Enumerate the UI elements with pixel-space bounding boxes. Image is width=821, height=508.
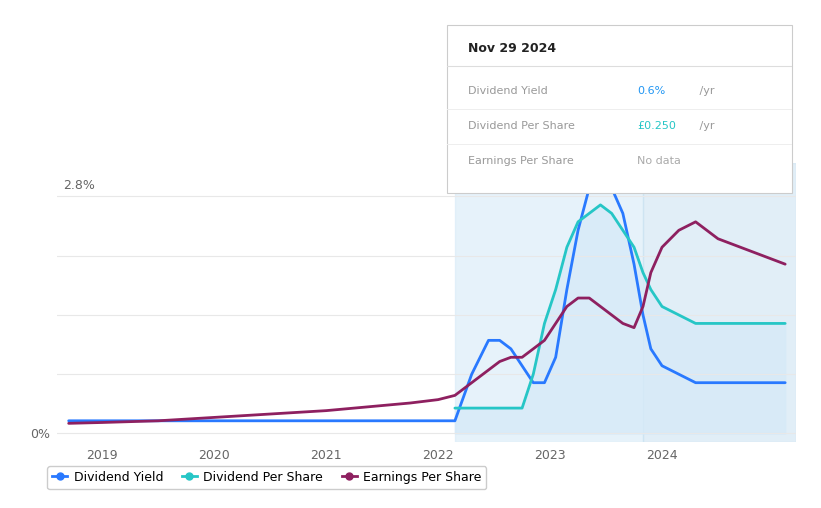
Text: Dividend Yield: Dividend Yield — [468, 86, 548, 96]
Text: /yr: /yr — [695, 121, 714, 131]
Text: Past: Past — [764, 175, 791, 188]
Text: £0.250: £0.250 — [637, 121, 676, 131]
Legend: Dividend Yield, Dividend Per Share, Earnings Per Share: Dividend Yield, Dividend Per Share, Earn… — [48, 466, 486, 489]
Text: 2.8%: 2.8% — [63, 179, 95, 192]
Bar — [455, 163, 643, 442]
Bar — [643, 163, 796, 442]
FancyBboxPatch shape — [447, 25, 792, 193]
Text: Nov 29 2024: Nov 29 2024 — [468, 42, 557, 55]
Text: Earnings Per Share: Earnings Per Share — [468, 156, 574, 166]
Text: /yr: /yr — [695, 86, 714, 96]
Text: Dividend Per Share: Dividend Per Share — [468, 121, 575, 131]
Text: 0.6%: 0.6% — [637, 86, 665, 96]
Text: No data: No data — [637, 156, 681, 166]
